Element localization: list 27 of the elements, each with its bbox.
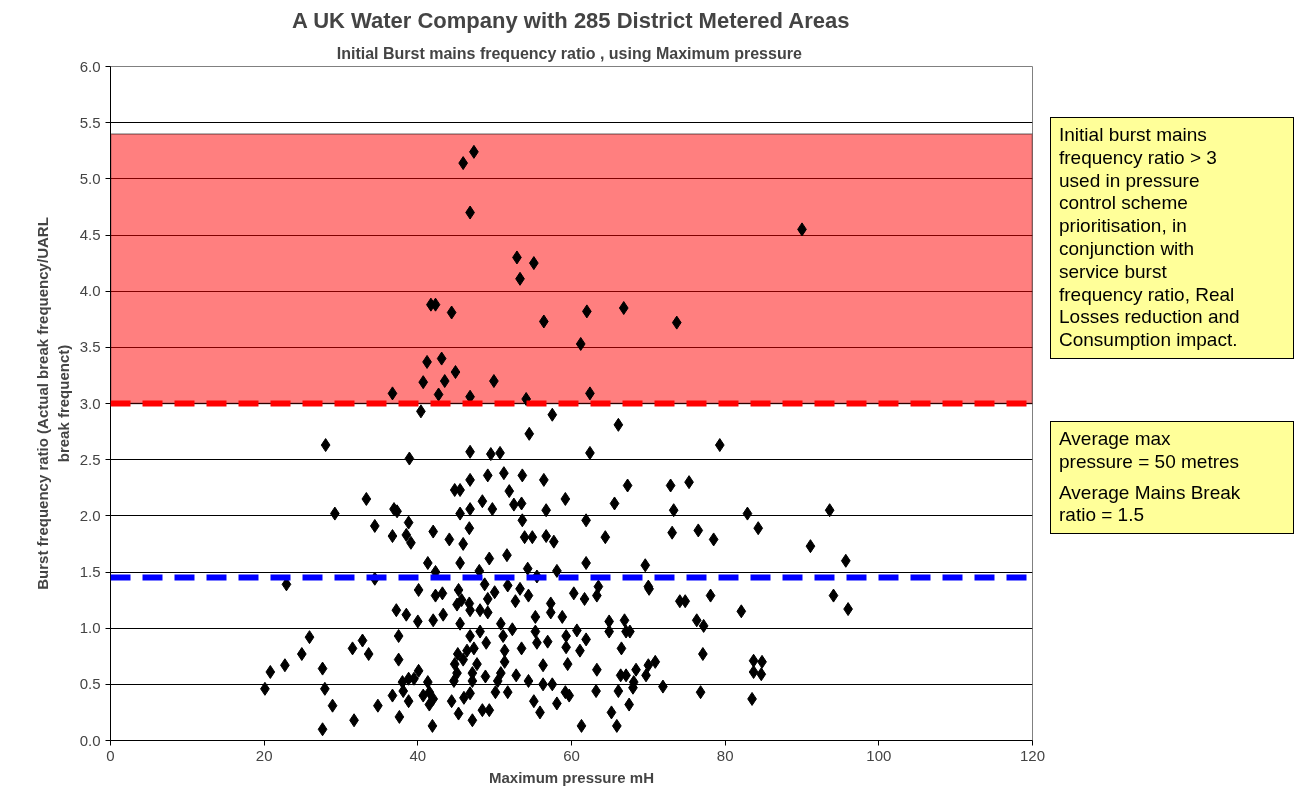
- x-tick-label: 40: [409, 746, 427, 764]
- y-tick-label: 1.0: [79, 619, 101, 637]
- y-tick-label: 2.5: [79, 450, 101, 468]
- y-tick-label: 5.5: [79, 113, 101, 131]
- y-tick-label: 3.5: [79, 338, 101, 356]
- x-tick-label: 100: [866, 746, 892, 764]
- y-tick-label: 3.0: [79, 394, 101, 412]
- text: Initial burst mains frequency ratio > 3 used in pressure control scheme prioritisation, in conjunction with service burst frequency ratio, Real Losses reduction and Consumption impact.: [1059, 124, 1240, 351]
- x-tick-label: 60: [563, 746, 580, 764]
- chart-subtitle: Initial Burst mains frequency ratio , using Maximum pressure: [336, 44, 802, 62]
- x-tick-label: 20: [255, 746, 273, 764]
- y-tick-label: 0.5: [79, 675, 101, 693]
- text: Average Mains Break ratio = 1.5: [1059, 481, 1241, 528]
- text: Average max pressure = 50 metres: [1059, 427, 1241, 474]
- y-axis-title: Burst frequency ratio (Actual break frequency/UARL break frequenct): [34, 217, 72, 590]
- y-tick-label: 0.0: [79, 731, 101, 749]
- y-tick-label: 4.5: [79, 226, 101, 243]
- x-axis-title: Maximum pressure mH: [488, 768, 655, 786]
- chart-title: A UK Water Company with 285 District Metered Areas: [291, 7, 850, 33]
- y-tick-label: 1.5: [79, 563, 101, 580]
- y-tick-label: 4.0: [79, 282, 101, 300]
- x-tick-label: 120: [1019, 746, 1046, 764]
- x-tick-label: 0: [106, 746, 115, 764]
- y-tick-label: 6.0: [79, 57, 101, 75]
- y-tick-label: 5.0: [79, 169, 101, 187]
- x-tick-label: 80: [716, 746, 734, 764]
- y-tick-label: 2.0: [79, 506, 101, 524]
